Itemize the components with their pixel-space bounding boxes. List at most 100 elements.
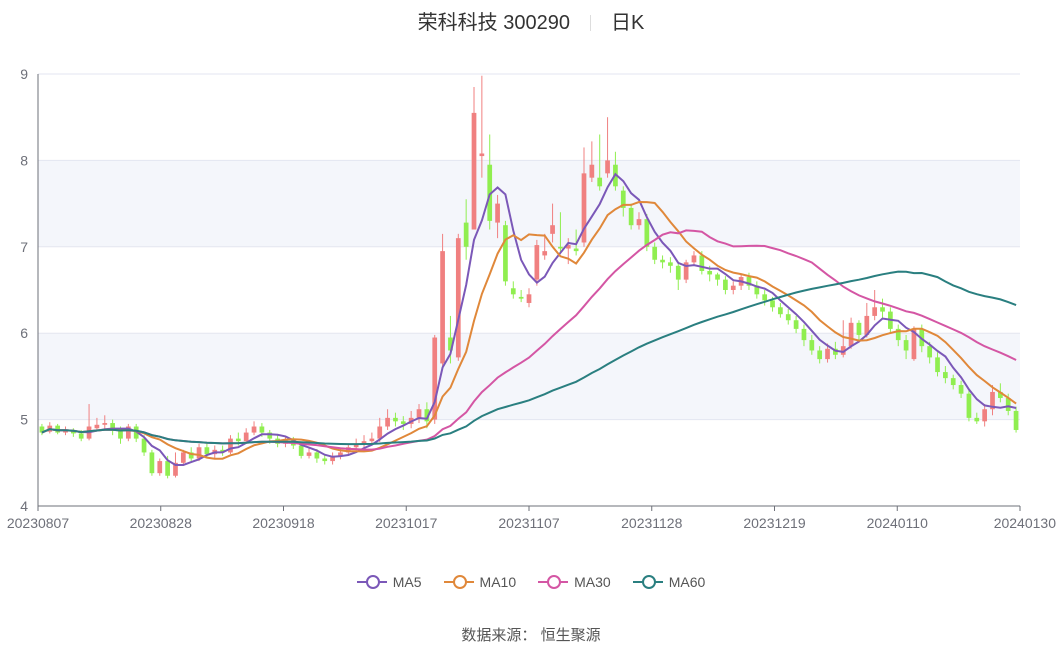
candle-body	[424, 409, 430, 422]
candle-body	[455, 238, 461, 358]
legend-ma10-label: MA10	[479, 574, 517, 590]
candle-body	[78, 433, 84, 439]
grid-band	[38, 419, 1020, 506]
legend-ma60-icon	[632, 574, 663, 590]
candle-body	[322, 458, 328, 462]
x-tick-label: 20230828	[130, 515, 193, 531]
y-tick-label: 4	[20, 498, 28, 514]
candle-body	[463, 222, 469, 247]
candle-body	[644, 219, 650, 247]
candle-body	[715, 274, 720, 280]
candle-body	[801, 328, 807, 341]
candle-body	[188, 452, 194, 459]
candle-body	[110, 423, 115, 430]
candle-body	[330, 455, 335, 462]
y-tick-label: 7	[20, 239, 28, 255]
candle-body	[338, 452, 343, 456]
ma-line-ma10	[41, 200, 1017, 460]
candle-body	[440, 251, 445, 364]
candle-body	[118, 429, 123, 439]
candle-body	[385, 417, 390, 427]
y-axis: 4 5 6 7 8 9	[20, 66, 39, 514]
candle-body	[149, 452, 155, 474]
grid-band	[38, 160, 1020, 247]
candle-body	[597, 177, 603, 187]
candle-body	[165, 461, 170, 476]
legend-ma30-label: MA30	[574, 574, 611, 590]
candle-body	[982, 409, 988, 422]
candle-body	[503, 225, 508, 282]
candle-body	[94, 424, 100, 429]
candle-body	[605, 160, 610, 174]
legend-ma5-label: MA5	[392, 574, 422, 590]
candle-body	[55, 425, 60, 433]
candle-body	[495, 203, 500, 223]
candle-body	[487, 164, 493, 221]
candle-body	[204, 447, 210, 455]
candle-body	[125, 426, 131, 439]
candle-body	[990, 391, 995, 410]
candle-body	[660, 259, 665, 263]
candle-body	[589, 164, 595, 178]
candle-body	[746, 277, 752, 286]
candle-body	[102, 423, 108, 425]
y-tick-label: 9	[20, 66, 28, 82]
candle-body	[864, 315, 870, 335]
candle-body	[558, 246, 563, 249]
candle-body	[778, 307, 783, 315]
candle-body	[825, 348, 830, 360]
grid-lines	[38, 73, 1020, 507]
title-separator	[589, 15, 591, 31]
candle-body	[840, 346, 846, 355]
candle-body	[63, 429, 68, 433]
candle-body	[479, 153, 485, 157]
candle-body	[377, 426, 383, 439]
candle-body	[856, 322, 862, 335]
candle-body	[565, 245, 571, 249]
candle-body	[895, 328, 901, 341]
candle-body	[259, 426, 265, 433]
candle-body	[691, 255, 697, 263]
candle-body	[880, 307, 885, 312]
candle-body	[636, 219, 642, 226]
candle-body	[141, 438, 147, 453]
x-tick-label: 20230918	[252, 515, 315, 531]
candle-body	[762, 294, 768, 301]
candle-body	[220, 449, 225, 453]
legend-ma60-label: MA60	[668, 574, 706, 590]
candle-body	[872, 307, 878, 316]
data-source: 数据来源： 恒生聚源	[461, 627, 601, 644]
candle-body	[848, 322, 854, 347]
legend: MA5 MA10 MA30 MA60	[0, 574, 1062, 590]
candle-body	[267, 432, 273, 439]
candle-body	[550, 225, 555, 234]
legend-item-ma60[interactable]: MA60	[632, 574, 706, 590]
legend-item-ma10[interactable]: MA10	[443, 574, 517, 590]
candle-body	[314, 452, 320, 459]
legend-item-ma5[interactable]: MA5	[356, 574, 422, 590]
candle-body	[966, 393, 972, 418]
candle-body	[173, 462, 178, 476]
candle-body	[817, 350, 823, 360]
candle-body	[903, 340, 909, 351]
legend-item-ma30[interactable]: MA30	[538, 574, 611, 590]
grid-band	[38, 74, 1020, 161]
grid-band	[38, 333, 1020, 420]
candle-body	[157, 461, 163, 474]
candle-body	[1013, 410, 1019, 430]
candle-body	[950, 378, 956, 386]
x-tick-label: 20240130	[994, 515, 1057, 531]
candle-body	[243, 432, 249, 442]
candle-body	[927, 346, 933, 358]
chart-title-name: 荣科科技 300290	[417, 12, 570, 34]
y-tick-label: 6	[20, 325, 28, 341]
candle-body	[793, 320, 799, 329]
candle-body	[542, 251, 548, 256]
candle-body	[628, 207, 634, 226]
candle-body	[770, 300, 775, 308]
candle-body	[534, 245, 540, 280]
legend-ma5-icon	[356, 574, 387, 590]
candle-body	[448, 337, 453, 351]
candle-body	[235, 438, 241, 442]
candle-body	[361, 441, 367, 444]
